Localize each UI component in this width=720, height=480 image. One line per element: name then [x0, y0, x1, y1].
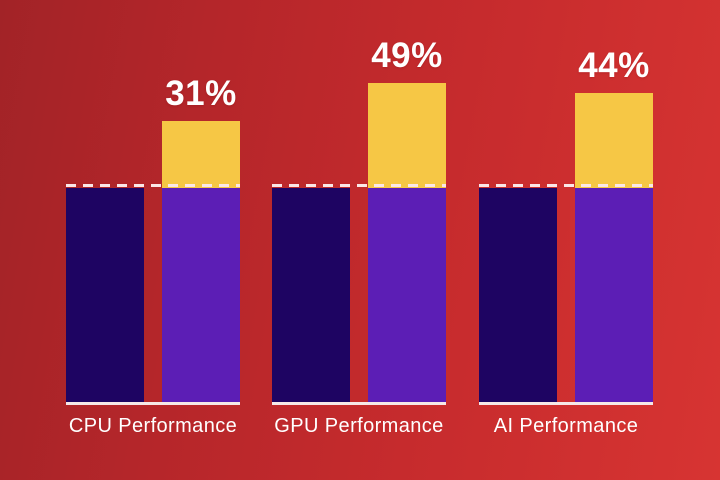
baseline-bar — [479, 188, 557, 403]
comparison-bar — [162, 188, 240, 403]
axis-line — [479, 402, 653, 405]
axis-line — [272, 402, 446, 405]
improvement-value: 31% — [165, 74, 237, 113]
improvement-value: 44% — [578, 46, 650, 85]
category-label: GPU Performance — [274, 415, 444, 437]
comparison-bar — [575, 188, 653, 403]
baseline-dashed-line — [66, 184, 240, 187]
axis-line — [66, 402, 240, 405]
chart-group-gpu: 49% GPU Performance — [272, 38, 446, 437]
baseline-dashed-line — [479, 184, 653, 187]
improvement-segment — [162, 121, 240, 188]
baseline-bar — [272, 188, 350, 403]
improvement-segment — [575, 93, 653, 188]
comparison-bar — [368, 188, 446, 403]
improvement-value: 49% — [371, 36, 443, 75]
baseline-dashed-line — [272, 184, 446, 187]
chart-group-ai: 44% AI Performance — [479, 48, 653, 437]
improvement-segment — [368, 83, 446, 188]
category-label: CPU Performance — [68, 415, 238, 437]
category-label: AI Performance — [493, 415, 639, 437]
baseline-bar — [66, 188, 144, 403]
chart-group-cpu: 31% CPU Performance — [66, 76, 240, 437]
